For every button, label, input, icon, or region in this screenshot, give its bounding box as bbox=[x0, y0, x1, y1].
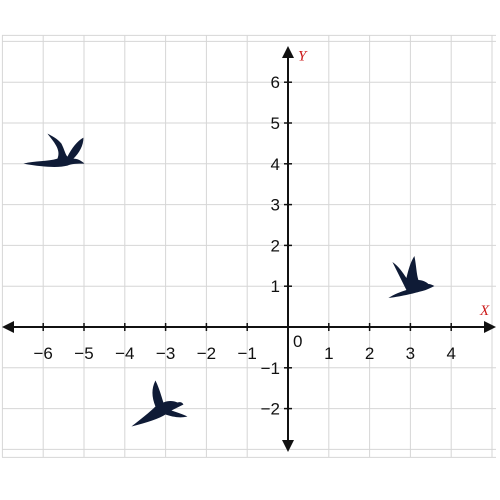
y-tick-label: −1 bbox=[261, 359, 280, 378]
x-tick-label: 2 bbox=[365, 344, 374, 363]
x-tick-label: −1 bbox=[238, 344, 257, 363]
x-tick-label: −2 bbox=[197, 344, 216, 363]
x-tick-label: −4 bbox=[115, 344, 134, 363]
x-tick-label: −3 bbox=[156, 344, 175, 363]
y-axis-arrow-down-icon bbox=[282, 440, 294, 452]
bird-points bbox=[23, 134, 434, 427]
y-tick-label: 1 bbox=[271, 277, 280, 296]
bird-icon bbox=[131, 381, 187, 427]
x-axis-arrow-right-icon bbox=[484, 321, 496, 333]
x-tick-label: 4 bbox=[446, 344, 455, 363]
x-axis-arrow-left-icon bbox=[2, 321, 14, 333]
x-tick-label: −6 bbox=[34, 344, 53, 363]
bird-silhouette bbox=[131, 381, 187, 427]
x-tick-label: −5 bbox=[74, 344, 93, 363]
y-axis-label: Y bbox=[298, 48, 308, 64]
bird-silhouette bbox=[23, 134, 84, 167]
y-tick-label: 4 bbox=[271, 155, 280, 174]
axes bbox=[2, 46, 496, 452]
x-axis-label: X bbox=[479, 303, 490, 319]
y-tick-label: 5 bbox=[271, 114, 280, 133]
tick-labels: −6 −5 −4 −3 −2 −1 1 2 3 4 6 5 4 3 2 1 −1 −2 0 X Y bbox=[34, 48, 490, 418]
x-tick-label: 3 bbox=[406, 344, 415, 363]
bird-icon bbox=[23, 134, 84, 167]
y-axis-arrow-up-icon bbox=[282, 46, 294, 58]
x-tick-label: 1 bbox=[324, 344, 333, 363]
y-tick-label: 6 bbox=[271, 73, 280, 92]
bird-icon bbox=[388, 256, 434, 298]
y-tick-label: 3 bbox=[271, 196, 280, 215]
grid-lines bbox=[2, 35, 496, 457]
origin-label: 0 bbox=[293, 332, 302, 351]
bird-silhouette bbox=[388, 256, 434, 298]
y-tick-label: 2 bbox=[271, 236, 280, 255]
y-tick-label: −2 bbox=[261, 400, 280, 419]
